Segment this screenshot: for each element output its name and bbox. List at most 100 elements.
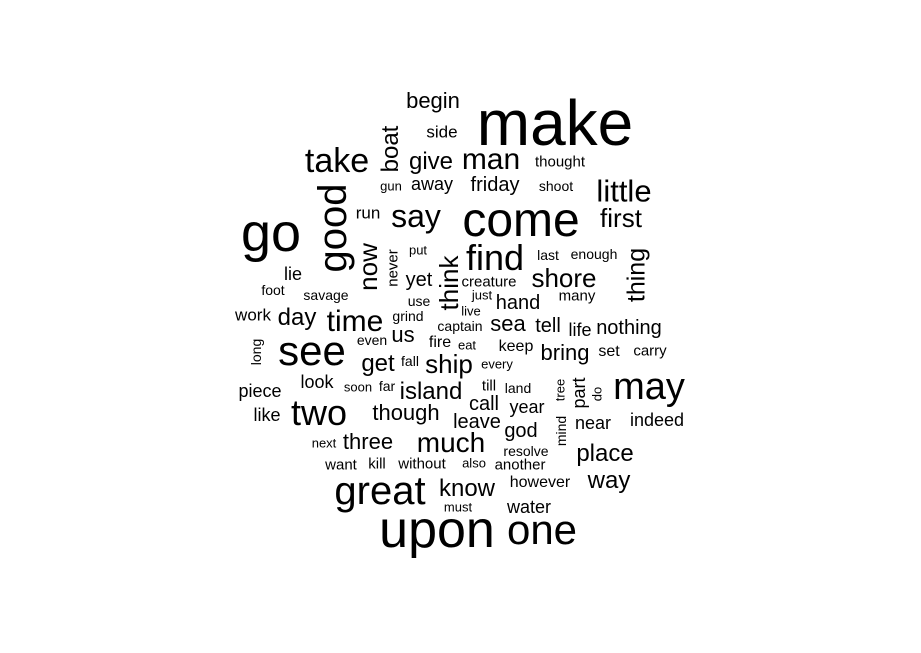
- word-god: god: [504, 420, 538, 442]
- word-say: say: [391, 198, 441, 234]
- word-foot: foot: [261, 282, 285, 298]
- word-first: first: [600, 203, 642, 233]
- word-part: part: [569, 377, 589, 409]
- word-soon: soon: [343, 379, 373, 395]
- word-little: little: [596, 173, 652, 209]
- word-come: come: [462, 194, 580, 247]
- word-shoot: shoot: [538, 178, 574, 194]
- word-long: long: [248, 338, 264, 366]
- word-land: land: [504, 380, 532, 396]
- word-ship: ship: [425, 349, 473, 379]
- word-however: however: [509, 474, 571, 491]
- word-carry: carry: [633, 342, 667, 360]
- word-like: like: [253, 405, 281, 425]
- word-even: even: [356, 332, 388, 348]
- word-mind: mind: [553, 415, 569, 447]
- word-life: life: [568, 320, 592, 340]
- word-place: place: [576, 440, 634, 467]
- word-give: give: [408, 148, 454, 175]
- word-work: work: [235, 305, 271, 325]
- word-next: next: [311, 435, 337, 451]
- word-must: must: [443, 499, 473, 515]
- word-now: now: [353, 243, 383, 291]
- word-just: just: [471, 287, 493, 303]
- word-use: use: [407, 293, 431, 309]
- word-boat: boat: [377, 125, 404, 173]
- word-call: call: [468, 393, 500, 415]
- word-eat: eat: [457, 337, 477, 353]
- word-want: want: [325, 456, 357, 474]
- word-kill: kill: [368, 455, 386, 473]
- word-yet: yet: [405, 269, 433, 291]
- word-good: good: [311, 183, 355, 273]
- word-day: day: [277, 304, 317, 331]
- word-friday: friday: [470, 174, 520, 196]
- word-far: far: [378, 378, 396, 394]
- word-lie: lie: [283, 264, 303, 284]
- word-nothing: nothing: [596, 317, 662, 339]
- word-many: many: [558, 287, 596, 305]
- word-three: three: [342, 429, 394, 454]
- word-may: may: [613, 366, 685, 408]
- word-leave: leave: [453, 411, 501, 433]
- word-much: much: [416, 427, 486, 458]
- word-sea: sea: [490, 311, 526, 336]
- word-know: know: [438, 475, 496, 502]
- word-fire: fire: [428, 334, 452, 351]
- word-savage: savage: [303, 287, 349, 303]
- word-never: never: [384, 249, 402, 287]
- word-begin: begin: [406, 88, 460, 113]
- word-way: way: [587, 467, 631, 494]
- word-grind: grind: [392, 308, 424, 324]
- word-upon: upon: [379, 501, 495, 559]
- word-tree: tree: [552, 378, 568, 402]
- word-one: one: [506, 506, 578, 553]
- word-another: another: [494, 456, 546, 474]
- word-bring: bring: [540, 340, 590, 365]
- word-gun: gun: [380, 178, 402, 194]
- word-thing: thing: [622, 247, 651, 303]
- word-set: set: [598, 343, 620, 360]
- word-year: year: [509, 397, 545, 417]
- word-indeed: indeed: [629, 410, 685, 430]
- word-near: near: [574, 413, 612, 433]
- word-great: great: [334, 469, 426, 513]
- word-island: island: [399, 378, 463, 405]
- word-live: live: [461, 303, 481, 319]
- word-think: think: [434, 255, 464, 311]
- word-though: though: [372, 400, 440, 425]
- word-also: also: [462, 455, 486, 471]
- word-take: take: [304, 142, 370, 180]
- word-us: us: [391, 322, 415, 347]
- word-do: do: [589, 386, 605, 402]
- word-last: last: [537, 247, 559, 263]
- word-water: water: [506, 497, 552, 517]
- word-get: get: [361, 350, 395, 377]
- word-keep: keep: [498, 338, 534, 355]
- word-time: time: [326, 305, 384, 338]
- word-captain: captain: [437, 318, 483, 334]
- word-man: man: [461, 143, 521, 176]
- word-hand: hand: [495, 292, 541, 314]
- word-piece: piece: [238, 381, 282, 401]
- word-till: till: [481, 377, 497, 395]
- word-every: every: [481, 356, 513, 372]
- word-creature: creature: [461, 273, 517, 291]
- word-see: see: [278, 327, 346, 374]
- word-go: go: [240, 203, 302, 263]
- word-fall: fall: [401, 353, 419, 369]
- word-side: side: [426, 122, 458, 142]
- word-run: run: [355, 203, 381, 223]
- word-resolve: resolve: [503, 443, 549, 459]
- word-enough: enough: [570, 246, 618, 262]
- word-put: put: [408, 242, 428, 258]
- word-away: away: [410, 174, 454, 194]
- word-thought: thought: [534, 153, 586, 171]
- word-two: two: [290, 392, 348, 433]
- word-without: without: [398, 455, 446, 473]
- word-look: look: [300, 372, 334, 392]
- word-tell: tell: [535, 315, 561, 337]
- word-shore: shore: [531, 263, 597, 293]
- word-make: make: [476, 87, 634, 159]
